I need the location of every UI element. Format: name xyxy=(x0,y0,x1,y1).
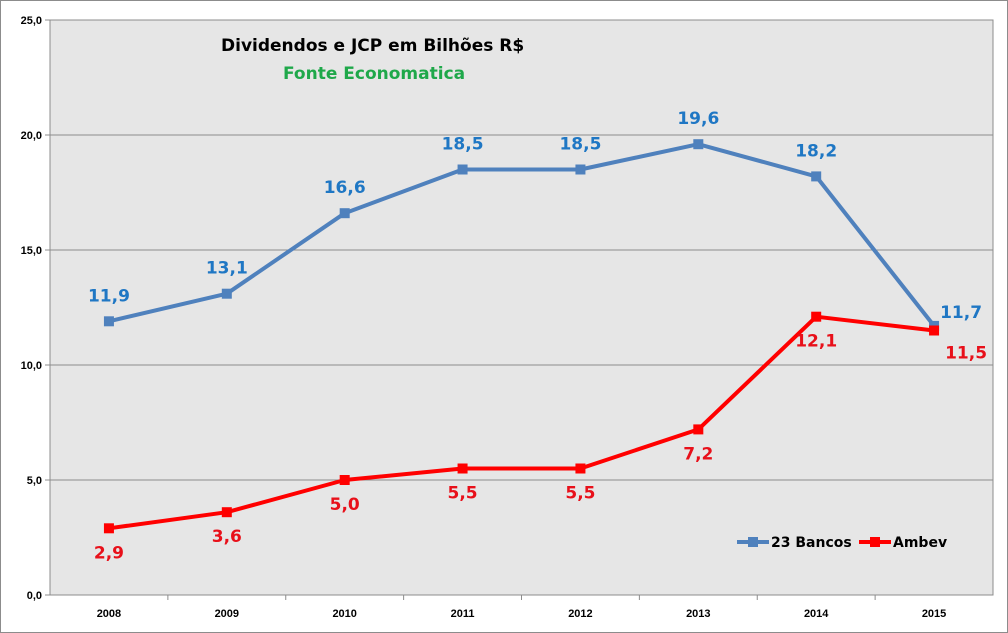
legend-item-ambev: Ambev xyxy=(859,535,947,551)
data-point xyxy=(811,311,822,322)
legend-marker-ambev xyxy=(870,537,880,547)
chart-subtitle: Fonte Economatica xyxy=(283,64,465,84)
data-label: 16,6 xyxy=(324,178,366,198)
data-point xyxy=(457,164,468,175)
data-point xyxy=(693,424,704,435)
x-tick-label: 2010 xyxy=(332,608,356,620)
data-label: 12,1 xyxy=(795,332,837,352)
data-label: 19,6 xyxy=(677,109,719,129)
gridlines xyxy=(50,134,993,481)
data-label: 11,9 xyxy=(88,286,130,306)
legend-label-23-bancos: 23 Bancos xyxy=(771,535,852,551)
data-label: 18,5 xyxy=(559,135,601,155)
data-point xyxy=(103,316,114,327)
x-tick-label: 2014 xyxy=(804,608,829,620)
data-label: 5,5 xyxy=(565,484,595,504)
legend: 23 Bancos Ambev xyxy=(737,535,947,551)
y-tick-label: 25,0 xyxy=(21,15,42,27)
data-point xyxy=(457,463,468,474)
data-label: 3,6 xyxy=(212,527,242,547)
data-point xyxy=(811,171,822,182)
plot-area xyxy=(49,19,994,596)
series-line-ambev xyxy=(108,314,935,531)
y-tick-label: 0,0 xyxy=(27,590,42,602)
data-label: 11,5 xyxy=(945,344,987,364)
y-tick-label: 5,0 xyxy=(27,475,42,487)
legend-marker-23-bancos xyxy=(748,537,758,547)
data-label: 11,7 xyxy=(940,303,982,323)
x-tick-label: 2015 xyxy=(922,608,946,620)
legend-item-23-bancos: 23 Bancos xyxy=(737,535,852,551)
data-label: 7,2 xyxy=(683,444,713,464)
y-tick-label: 20,0 xyxy=(21,130,42,142)
data-point xyxy=(575,164,586,175)
x-tick-label: 2012 xyxy=(568,608,592,620)
series-line-23-bancos xyxy=(108,142,936,328)
data-label: 2,9 xyxy=(94,543,124,563)
data-point xyxy=(693,139,704,150)
y-tick-label: 10,0 xyxy=(21,360,42,372)
y-tick-label: 15,0 xyxy=(21,245,42,257)
data-point xyxy=(103,523,114,534)
data-label: 18,5 xyxy=(442,135,484,155)
data-label: 5,5 xyxy=(448,484,478,504)
data-labels: 11,9 13,1 16,6 18,5 18,5 19,6 18,2 11,7 2,9 3,6 5,… xyxy=(88,109,987,563)
x-tick-label: 2009 xyxy=(215,608,239,620)
x-tick-label: 2011 xyxy=(451,608,475,620)
data-point xyxy=(929,325,940,336)
chart-title: Dividendos e JCP em Bilhões R$ xyxy=(221,36,524,56)
data-point xyxy=(575,463,586,474)
data-label: 18,2 xyxy=(795,141,837,161)
data-label: 5,0 xyxy=(330,495,360,515)
x-tick-label: 2008 xyxy=(97,608,121,620)
axes: 0,0 5,0 10,0 15,0 20,0 25,0 2008 2009 2010 2011 20… xyxy=(21,15,947,620)
x-tick-label: 2013 xyxy=(686,608,710,620)
data-point xyxy=(221,507,232,518)
data-label: 13,1 xyxy=(206,259,248,279)
data-point xyxy=(339,208,350,219)
data-point xyxy=(339,475,350,485)
data-point xyxy=(221,288,232,299)
series-lines xyxy=(103,139,940,534)
legend-label-ambev: Ambev xyxy=(893,535,947,551)
